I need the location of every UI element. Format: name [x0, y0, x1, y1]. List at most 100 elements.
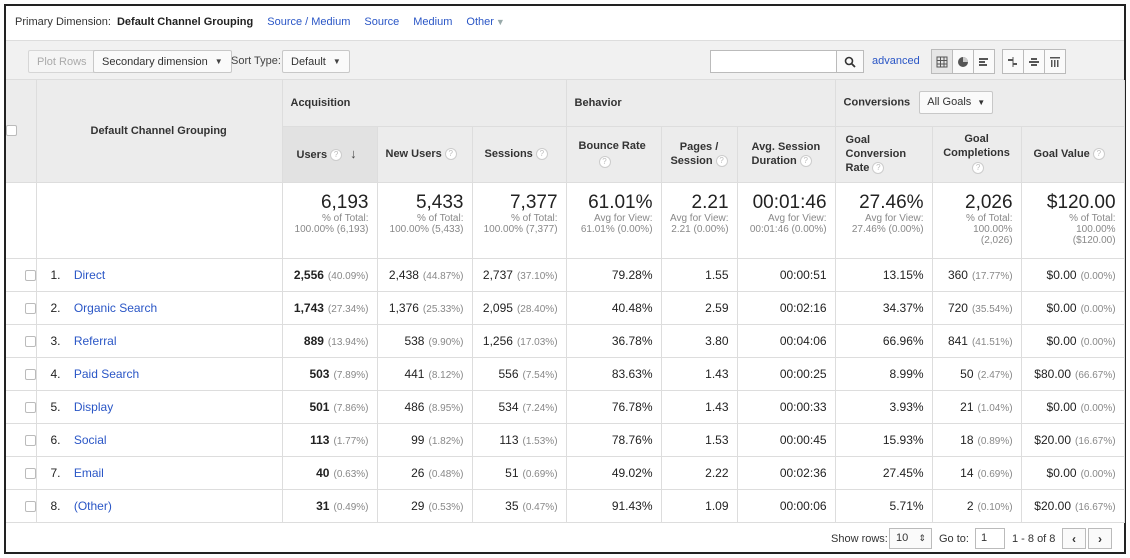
- row-dimension-cell: 7. Email: [36, 456, 283, 490]
- conversions-group-header: Conversions All Goals ▼: [835, 80, 1125, 127]
- goal-completions-pct: (0.69%): [977, 468, 1013, 480]
- help-icon[interactable]: ?: [799, 155, 812, 167]
- table-view-icon[interactable]: [931, 49, 953, 74]
- sort-type-dropdown[interactable]: Default ▼: [282, 50, 350, 73]
- performance-view-icon[interactable]: [973, 49, 995, 74]
- new-users-column-header[interactable]: New Users?: [377, 126, 473, 183]
- row-checkbox[interactable]: [24, 500, 35, 512]
- users-pct: (13.94%): [327, 336, 369, 348]
- conversions-group-label: Conversions: [843, 96, 911, 109]
- goal-value-value: $80.00: [1034, 366, 1071, 381]
- total-sub: 61.01% (0.00%): [580, 223, 653, 235]
- goal-conversion-rate-column-header[interactable]: Goal Conversion Rate?: [835, 126, 933, 183]
- total-sub: Avg for View:: [864, 212, 924, 224]
- table-search-input[interactable]: [710, 50, 837, 73]
- dimension-link-medium[interactable]: Medium: [413, 16, 453, 28]
- help-icon[interactable]: ?: [972, 161, 985, 174]
- data-table: Default Channel Grouping Acquisition Beh…: [6, 80, 1125, 523]
- totals-goal-completions: 2,026% of Total: 100.00% (2,026): [932, 182, 1022, 259]
- select-all-checkbox[interactable]: [6, 125, 17, 137]
- goal-completions-cell: 21 (1.04%): [932, 390, 1022, 424]
- goal-value-value: $0.00: [1046, 465, 1077, 480]
- total-sub: % of Total:: [966, 212, 1013, 224]
- totals-new-users: 5,433% of Total: 100.00% (5,433): [377, 182, 473, 259]
- channel-link[interactable]: Display: [73, 399, 114, 414]
- row-index: 4.: [50, 366, 61, 381]
- help-icon[interactable]: ?: [444, 148, 457, 160]
- bounce-rate-header-label: Bounce Rate: [578, 139, 646, 152]
- pivot-view-icon[interactable]: [1044, 49, 1066, 74]
- help-icon[interactable]: ?: [1092, 148, 1105, 160]
- goal-completions-value: 18: [960, 432, 974, 447]
- row-checkbox[interactable]: [24, 467, 35, 479]
- avg-duration-header-label-2: Duration: [751, 155, 797, 167]
- help-icon[interactable]: ?: [535, 148, 548, 160]
- goal-completions-column-header[interactable]: Goal Completions?: [932, 126, 1022, 183]
- total-value: 2.21: [691, 191, 729, 213]
- goal-select-dropdown[interactable]: All Goals ▼: [919, 91, 994, 115]
- channel-link[interactable]: Referral: [73, 333, 117, 348]
- total-sub: 2.21 (0.00%): [671, 223, 729, 235]
- plot-rows-button[interactable]: Plot Rows: [28, 50, 96, 73]
- next-page-button[interactable]: ›: [1088, 528, 1112, 549]
- new-users-value: 1,376: [388, 300, 419, 315]
- sort-arrow-down-icon: ↓: [350, 145, 357, 161]
- dimension-column-header[interactable]: Default Channel Grouping: [36, 80, 283, 183]
- help-icon[interactable]: ?: [598, 155, 611, 168]
- advanced-filter-link[interactable]: advanced: [872, 55, 920, 67]
- acquisition-group-header: Acquisition: [282, 80, 567, 127]
- channel-link[interactable]: Social: [73, 432, 107, 447]
- new-users-header-label: New Users: [385, 148, 442, 160]
- goal-completions-cell: 841 (41.51%): [932, 324, 1022, 358]
- channel-link[interactable]: Email: [73, 465, 104, 480]
- help-icon[interactable]: ?: [715, 155, 728, 167]
- users-cell: 1,743 (27.34%): [282, 291, 378, 325]
- pie-view-icon[interactable]: [952, 49, 974, 74]
- comparison-view-icon[interactable]: [1002, 49, 1024, 74]
- avg-session-duration-column-header[interactable]: Avg. Session Duration?: [737, 126, 836, 183]
- goal-completions-pct: (35.54%): [971, 303, 1013, 315]
- bounce-rate-cell: 40.48%: [566, 291, 662, 325]
- row-checkbox[interactable]: [24, 302, 35, 314]
- channel-link[interactable]: (Other): [73, 498, 112, 513]
- pages-session-column-header[interactable]: Pages / Session?: [661, 126, 738, 183]
- goal-value-column-header[interactable]: Goal Value?: [1021, 126, 1125, 183]
- row-checkbox[interactable]: [24, 269, 35, 281]
- dimension-link-source[interactable]: Source: [364, 16, 400, 28]
- row-checkbox[interactable]: [24, 368, 35, 380]
- help-icon[interactable]: ?: [872, 162, 885, 174]
- channel-link[interactable]: Direct: [73, 267, 106, 282]
- chevron-down-icon: ▼: [495, 17, 505, 27]
- total-value: 5,433: [415, 191, 464, 213]
- new-users-cell: 1,376 (25.33%): [377, 291, 473, 325]
- sessions-column-header[interactable]: Sessions?: [472, 126, 567, 183]
- total-sub: 100.00% (6,193): [294, 223, 369, 235]
- avg-duration-cell: 00:00:25: [737, 357, 836, 391]
- new-users-cell: 538 (9.90%): [377, 324, 473, 358]
- sessions-pct: (28.40%): [516, 303, 558, 315]
- channel-link[interactable]: Organic Search: [73, 300, 158, 315]
- row-checkbox[interactable]: [24, 335, 35, 347]
- bounce-rate-cell: 36.78%: [566, 324, 662, 358]
- goal-conv-header-label-1: Goal Conversion: [845, 134, 907, 160]
- bounce-rate-column-header[interactable]: Bounce Rate?: [566, 126, 662, 183]
- row-checkbox[interactable]: [24, 434, 35, 446]
- new-users-pct: (9.90%): [428, 336, 464, 348]
- goto-page-input[interactable]: 1: [975, 528, 1005, 549]
- row-index: 3.: [50, 333, 61, 348]
- prev-page-button[interactable]: ‹: [1062, 528, 1086, 549]
- help-icon[interactable]: ?: [330, 149, 343, 162]
- show-rows-select[interactable]: 10 ⇕: [889, 528, 932, 549]
- goal-comp-header-label-2: Completions: [943, 146, 1010, 159]
- secondary-dimension-dropdown[interactable]: Secondary dimension ▼: [93, 50, 232, 73]
- goal-value-value: $0.00: [1046, 300, 1077, 315]
- dimension-link-other[interactable]: Other ▼: [466, 16, 504, 28]
- row-checkbox[interactable]: [24, 401, 35, 413]
- dimension-link-source-medium[interactable]: Source / Medium: [267, 16, 351, 28]
- channel-link[interactable]: Paid Search: [73, 366, 140, 381]
- bounce-rate-cell: 91.43%: [566, 489, 662, 523]
- term-cloud-view-icon[interactable]: [1023, 49, 1045, 74]
- search-button[interactable]: [837, 50, 864, 73]
- users-pct: (40.09%): [327, 270, 369, 282]
- users-column-header[interactable]: Users? ↓: [282, 126, 378, 183]
